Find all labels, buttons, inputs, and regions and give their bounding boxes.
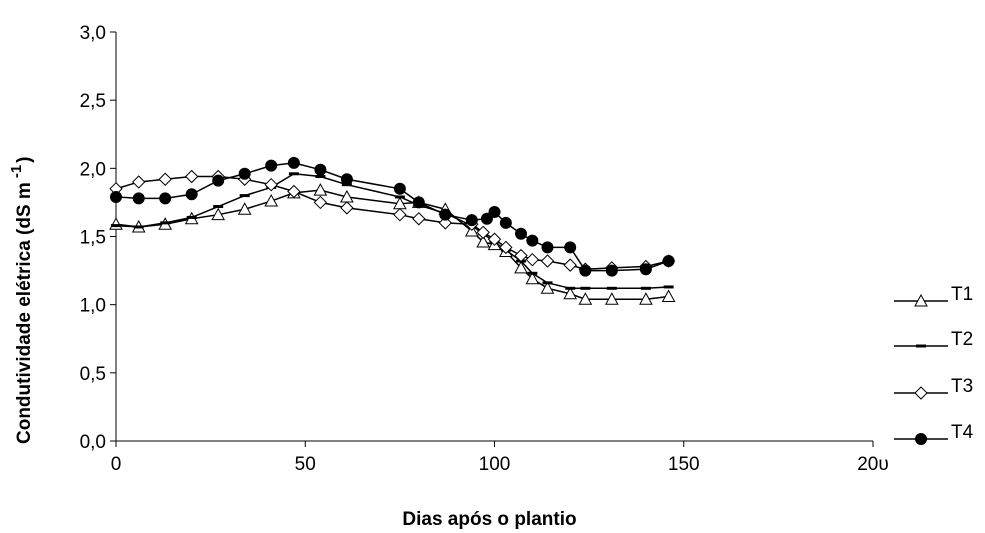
y-tick-label: 0,0 [80,432,106,453]
data-point-t3 [287,184,301,199]
data-point-t4 [110,190,122,203]
data-point-t1 [661,289,676,302]
x-ticks: 0 50 100 150 20υ [111,441,889,475]
y-tick-label: 2,0 [80,159,106,180]
data-point-t1 [237,202,252,215]
legend-label: T4 [951,422,974,443]
x-axis-title: Dias após o plantio [402,509,576,530]
y-axis-title-text: Condutividade elétrica (dS m [14,182,35,444]
data-point-t3 [487,232,502,246]
series-line-t4 [115,162,669,272]
series-line-t1 [115,189,669,300]
data-point-t1 [540,281,555,294]
y-axis-title-superscript: -1 [8,165,25,178]
data-point-t4 [212,174,225,187]
data-point-t3 [563,258,577,272]
data-point-t4 [480,212,493,225]
y-tick-label: 0,5 [80,364,106,385]
data-point-t3 [525,252,540,267]
data-point-t4 [541,241,554,254]
x-tick-label: 100 [479,454,511,475]
data-point-t3 [132,175,146,189]
y-tick-label: 3,0 [80,23,106,44]
data-point-t4 [265,159,278,172]
data-point-t4 [132,192,145,205]
data-point-t1 [476,234,490,248]
data-point-t1 [604,292,619,305]
legend-marker [915,433,927,445]
data-point-t4 [662,255,675,268]
series-t1 [109,183,676,305]
legend-item-t3: T3 [894,376,973,400]
legend-item-t2: T2 [894,329,973,350]
legend-item-t1: T1 [894,284,973,307]
data-point-t3 [184,169,199,184]
data-point-t4 [465,214,478,227]
data-point-t4 [564,241,577,254]
data-point-t3 [476,225,490,240]
legend-label: T1 [951,284,973,305]
data-point-t3 [412,212,426,226]
legend-label: T3 [951,376,973,397]
data-point-t1 [525,271,540,285]
data-point-t4 [605,264,618,277]
data-point-t4 [499,216,512,229]
data-point-t1 [211,207,226,221]
legend-marker [914,293,928,307]
data-point-t3 [264,177,278,192]
data-point-t3 [340,201,354,215]
data-point-t3 [393,207,407,222]
data-point-t4 [439,208,452,221]
data-point-t4 [340,173,353,186]
data-point-t3 [313,195,328,210]
data-point-t1 [639,292,653,305]
data-point-t1 [563,286,578,300]
data-point-t4 [314,163,327,176]
data-point-t3 [499,240,513,255]
data-point-t4 [185,188,198,201]
data-point-t3 [540,254,555,268]
x-tick-label: 0 [111,454,122,475]
x-tick-label: 20υ [857,454,889,475]
legend: T1 T2 T3 T4 [894,284,974,445]
data-point-t3 [158,172,172,186]
data-point-t4 [393,182,406,195]
y-ticks: 0,0 0,5 1,0 1,5 2,0 2,5 3,0 [80,23,116,453]
y-tick-label: 1,0 [80,296,106,317]
data-point-t4 [238,167,251,180]
plot-series [109,156,676,305]
data-point-t3 [514,248,528,263]
data-point-t4 [526,234,539,247]
x-tick-label: 150 [668,454,700,475]
data-point-t4 [488,205,501,218]
data-point-t1 [313,183,328,196]
data-point-t1 [514,260,528,274]
y-axis-title: Condutividade elétrica (dS m -1 ) [8,157,35,445]
data-point-t4 [412,196,425,209]
y-tick-label: 1,5 [80,228,106,249]
data-point-t4 [159,192,172,205]
x-tick-label: 50 [295,454,316,475]
data-point-t1 [264,194,279,207]
series-t4 [110,156,675,277]
legend-item-t4: T4 [894,422,974,445]
data-point-t1 [578,292,593,305]
data-point-t4 [514,227,527,240]
data-point-t4 [639,263,652,276]
data-point-t4 [287,156,300,169]
y-tick-label: 2,5 [80,91,106,112]
y-axis-title-close: ) [14,157,35,163]
data-point-t4 [579,264,592,277]
data-point-t1 [109,217,123,230]
legend-label: T2 [951,329,973,350]
legend-marker [914,386,928,400]
